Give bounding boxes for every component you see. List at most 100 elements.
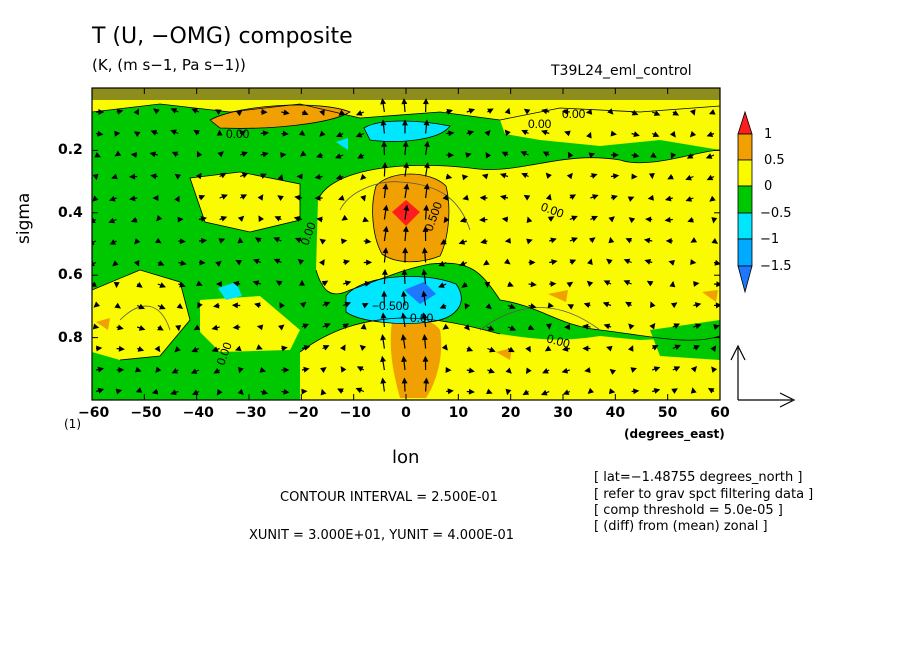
x-tick-label: 10 [448, 405, 469, 421]
wind-vector [316, 216, 323, 223]
wind-vector [92, 195, 99, 202]
wind-vector [115, 388, 123, 395]
wind-vector [487, 108, 494, 114]
wind-vector [343, 259, 351, 266]
wind-vector [651, 110, 661, 116]
wind-vector [301, 344, 311, 351]
wind-vector [487, 367, 495, 374]
wind-vector [504, 258, 511, 265]
wind-vector [549, 237, 557, 244]
wind-vector [322, 301, 331, 308]
wind-vector [217, 151, 224, 158]
wind-vector [507, 346, 515, 353]
wind-vector [501, 151, 509, 158]
wind-vector [586, 131, 592, 139]
wind-vector [402, 140, 409, 156]
wind-vector [149, 151, 158, 158]
wind-vector [92, 217, 97, 224]
wind-vector [260, 389, 269, 395]
contour-label: 0.00 [226, 127, 250, 141]
wind-vector [525, 345, 531, 353]
wind-vector [505, 367, 512, 374]
wind-vector [198, 216, 208, 222]
wind-vector [487, 325, 495, 331]
wind-vector [254, 302, 261, 309]
wind-vector [545, 323, 552, 330]
wind-vector [465, 152, 472, 159]
wind-vector [631, 109, 639, 116]
wind-vector [157, 324, 164, 331]
wind-vector [443, 216, 450, 224]
wind-vector [362, 216, 370, 223]
wind-vector [320, 367, 327, 373]
wind-vector [380, 119, 387, 134]
wind-vector [109, 239, 117, 245]
shade-strong-negative [336, 138, 348, 150]
wind-vector [215, 281, 222, 287]
wind-vector [582, 323, 591, 330]
wind-vector [440, 238, 447, 245]
wind-vector [672, 110, 680, 116]
wind-vector [178, 260, 187, 266]
wind-vector [670, 152, 677, 159]
wind-vector [257, 194, 264, 201]
wind-vector [423, 204, 430, 220]
wind-vector [461, 281, 468, 288]
wind-vector [116, 108, 124, 115]
wind-vector [438, 260, 447, 267]
wind-vector [381, 268, 388, 285]
wind-vector [707, 387, 715, 394]
wind-vector [446, 388, 454, 395]
wind-vector [342, 323, 350, 330]
wind-vector [564, 324, 571, 330]
wind-vector [343, 280, 352, 287]
wind-vector [363, 259, 373, 266]
wind-vector [459, 260, 468, 267]
contour-fill [92, 88, 720, 400]
wind-vector [561, 108, 570, 115]
wind-vector [668, 260, 675, 266]
wind-vector [281, 388, 290, 395]
wind-vector [711, 238, 719, 244]
wind-vector [116, 345, 125, 352]
wind-vector [198, 259, 206, 266]
wind-vector [235, 259, 243, 266]
axis-ticks [91, 88, 721, 400]
x-axis-unit: (degrees_east) [624, 427, 725, 441]
wind-vector [439, 303, 447, 309]
wind-vector [713, 259, 720, 266]
wind-vector [340, 344, 346, 351]
wind-vector [274, 216, 282, 222]
colorbar-label: 0.5 [764, 153, 785, 168]
x-tick-label: 20 [500, 405, 521, 421]
wind-vector [277, 173, 284, 181]
info-line: [ comp threshold = 5.0e-05 ] [594, 503, 783, 518]
wind-vector [260, 130, 270, 137]
wind-vector [547, 216, 555, 222]
wind-vector [545, 172, 552, 179]
wind-vector [631, 131, 640, 138]
wind-vector [466, 130, 475, 136]
x-tick-label: 60 [710, 405, 730, 421]
wind-vector [544, 345, 552, 352]
wind-vector [401, 355, 407, 371]
wind-vector [445, 367, 452, 373]
contour-line [317, 149, 720, 201]
wind-vector [466, 108, 476, 114]
wind-vector [541, 129, 550, 136]
wind-vector [382, 204, 389, 220]
wind-vector [587, 387, 594, 395]
wind-vector [116, 324, 124, 331]
wind-vector [281, 367, 290, 373]
wind-vector [191, 389, 200, 396]
wind-vector [314, 195, 323, 202]
wind-vector [301, 109, 309, 116]
wind-vector [507, 325, 517, 331]
shade-strong-negative [346, 276, 462, 324]
wind-vector [706, 131, 715, 137]
wind-vector [562, 345, 570, 352]
wind-vector [652, 388, 661, 394]
wind-vector [528, 259, 536, 266]
contour-interval: CONTOUR INTERVAL = 2.500E-01 [280, 490, 498, 505]
shade-positive [500, 106, 720, 150]
